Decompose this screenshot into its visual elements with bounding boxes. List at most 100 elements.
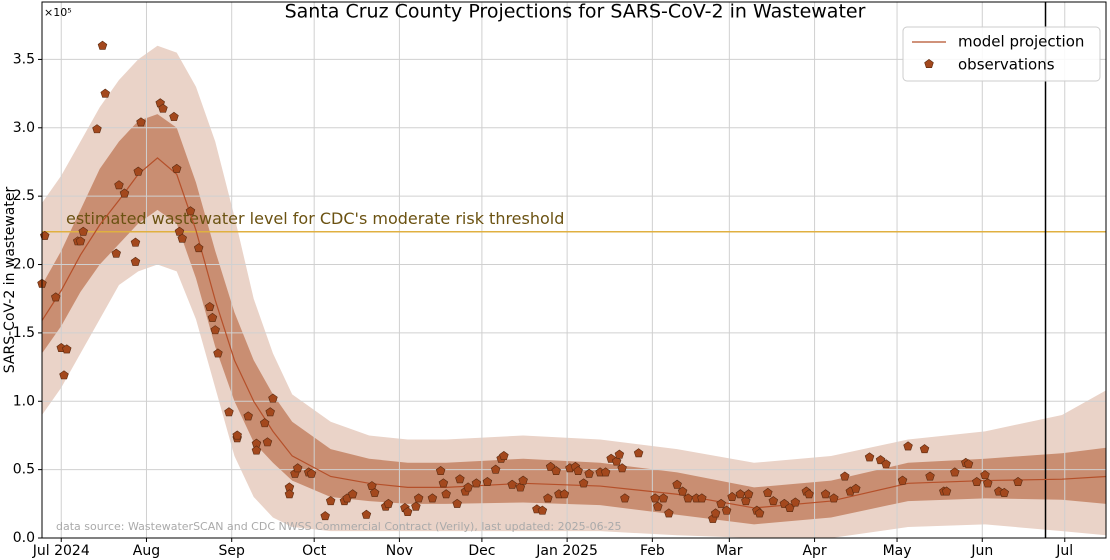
x-tick-label: Jul xyxy=(1055,543,1073,559)
x-tick-label: Nov xyxy=(386,543,413,559)
observation-point xyxy=(452,498,462,508)
observation-point xyxy=(411,501,421,511)
observation-point xyxy=(136,117,146,127)
observation-point xyxy=(677,486,688,496)
observation-point xyxy=(114,180,124,190)
legend-box xyxy=(902,26,1101,82)
observation-point xyxy=(119,188,130,198)
observation-point xyxy=(664,508,674,518)
threshold-label: estimated wastewater level for CDC's mod… xyxy=(66,209,564,228)
observation-point xyxy=(361,509,372,519)
observation-point xyxy=(463,482,473,492)
observation-point xyxy=(204,301,215,311)
x-tick-label: Jul 2024 xyxy=(32,543,90,559)
legend-label: observations xyxy=(958,56,1055,74)
observation-point xyxy=(435,466,446,476)
observation-point xyxy=(881,459,891,469)
observation-point xyxy=(100,88,110,98)
observation-point xyxy=(650,493,660,503)
y-axis-label: SARS-CoV-2 in wastewater xyxy=(2,187,18,374)
observation-point xyxy=(499,450,509,460)
observation-point xyxy=(735,489,746,499)
observation-point xyxy=(413,493,424,503)
observation-point xyxy=(829,493,839,503)
observation-point xyxy=(851,483,861,493)
observation-point xyxy=(919,444,930,454)
observation-point xyxy=(683,493,693,503)
x-tick-label: Jan 2025 xyxy=(535,543,598,559)
observation-point xyxy=(177,233,187,243)
y-tick-label: 3.5 xyxy=(13,51,35,67)
legend: model projection observations xyxy=(902,26,1101,82)
observation-point xyxy=(614,449,625,459)
x-tick-label: May xyxy=(883,543,912,559)
observation-point xyxy=(658,493,669,503)
observation-point xyxy=(903,441,913,451)
observation-point xyxy=(600,467,611,477)
observation-point xyxy=(133,166,143,176)
x-tick-label: Oct xyxy=(302,543,327,559)
observation-point xyxy=(243,411,253,421)
observation-point xyxy=(402,507,413,517)
plot-frame xyxy=(41,1,1107,539)
observation-point xyxy=(284,489,295,499)
observation-point xyxy=(710,508,721,518)
observation-point xyxy=(490,464,501,474)
observation-point xyxy=(455,474,465,484)
observation-point xyxy=(697,493,707,503)
observation-point xyxy=(980,470,990,480)
y-tick-label: 3.0 xyxy=(13,120,35,136)
observation-point xyxy=(727,492,737,502)
observation-point xyxy=(963,459,974,469)
y-tick-label: 1.5 xyxy=(13,325,35,341)
observation-point xyxy=(653,501,663,511)
uncertainty-band xyxy=(42,114,1106,525)
observation-point xyxy=(213,348,223,358)
observation-point xyxy=(251,445,262,455)
observation-point xyxy=(292,463,303,473)
observation-point xyxy=(617,463,627,473)
observation-point xyxy=(130,256,141,266)
x-tick-label: Feb xyxy=(640,543,665,559)
x-tick-label: Aug xyxy=(133,543,160,559)
observation-point xyxy=(573,466,583,476)
observation-point xyxy=(620,493,630,503)
observation-point xyxy=(1013,476,1023,486)
observation-point xyxy=(265,407,275,417)
observation-point xyxy=(224,407,234,417)
observation-point xyxy=(551,466,561,476)
observation-point xyxy=(75,236,86,246)
observation-point xyxy=(864,452,875,462)
observation-point xyxy=(743,489,754,499)
observation-point xyxy=(320,511,330,521)
legend-swatch xyxy=(924,59,934,69)
observation-point xyxy=(578,478,589,488)
observation-point xyxy=(158,103,168,113)
observation-point xyxy=(999,487,1010,497)
observation-point xyxy=(768,496,779,506)
observation-point xyxy=(741,496,751,506)
observation-point xyxy=(347,489,358,499)
observation-point xyxy=(259,418,270,428)
x-tick-label: Jun xyxy=(970,543,993,559)
observation-point xyxy=(559,489,570,499)
uncertainty-band xyxy=(42,45,1106,539)
observation-point xyxy=(51,292,61,302)
observation-point xyxy=(174,226,185,236)
source-note: data source: WastewaterSCAN and CDC NWSS… xyxy=(56,520,622,533)
y-tick-label: 2.0 xyxy=(13,257,35,273)
observation-point xyxy=(721,505,732,515)
observation-point xyxy=(78,226,88,236)
observation-point xyxy=(383,498,394,508)
observation-point xyxy=(40,230,50,240)
observation-point xyxy=(97,40,108,50)
observation-point xyxy=(537,505,548,515)
x-tick-label: Sep xyxy=(219,543,246,559)
observation-point xyxy=(232,430,242,440)
observation-point xyxy=(763,487,773,497)
observation-point xyxy=(193,243,204,253)
observation-point xyxy=(804,489,814,499)
observation-point xyxy=(207,312,218,322)
observation-point xyxy=(268,393,278,403)
observation-point xyxy=(754,508,765,518)
